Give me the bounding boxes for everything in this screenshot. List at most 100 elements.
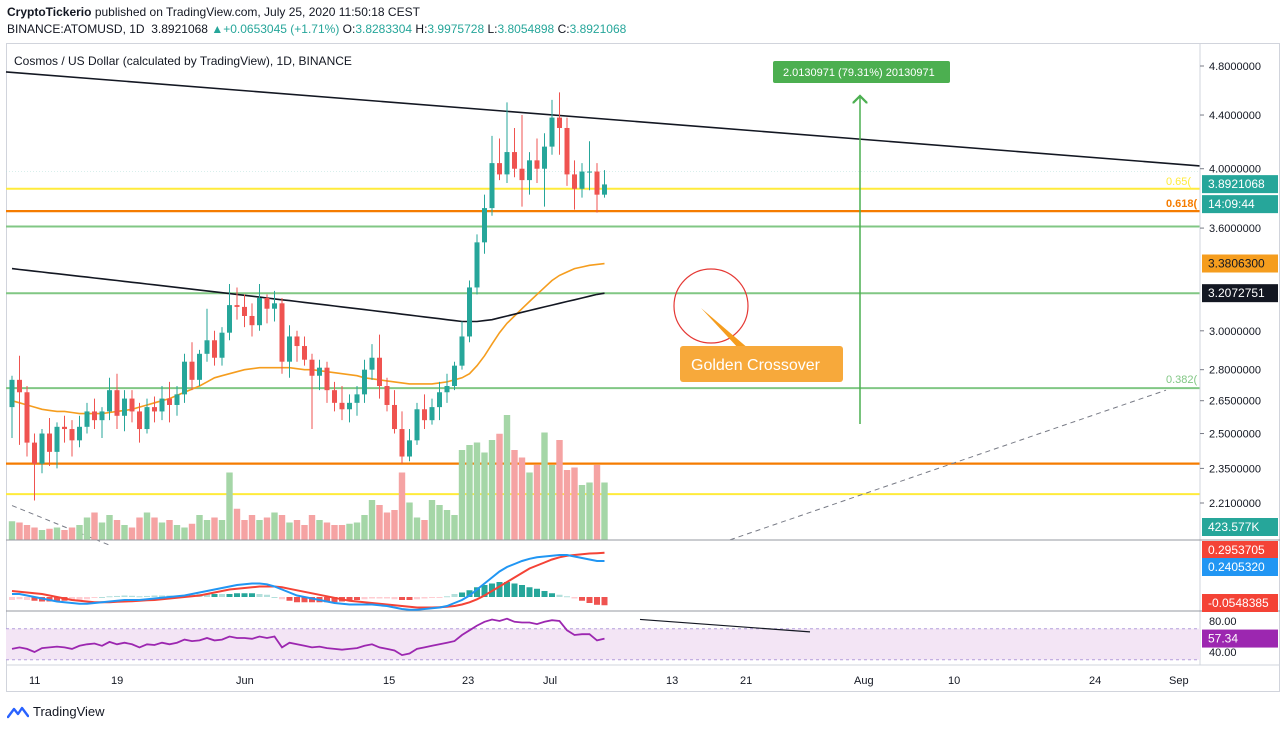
macd-value-tag: 0.2953705	[1202, 541, 1278, 559]
candle	[527, 152, 532, 195]
candle-body	[257, 297, 262, 326]
candle-body	[309, 359, 315, 376]
candle	[272, 290, 277, 322]
candle	[197, 349, 202, 387]
candle-body	[167, 398, 172, 405]
volume-bar	[473, 442, 481, 540]
candle	[519, 115, 525, 207]
crossover-circle	[673, 268, 749, 344]
volume-bar	[256, 520, 263, 540]
footer[interactable]: TradingView	[7, 704, 105, 719]
macd-histogram-bar	[219, 594, 225, 597]
last-price: 3.8921068	[151, 22, 208, 36]
publisher-name: CryptoTickerio	[7, 5, 92, 19]
candle	[167, 381, 172, 423]
chart-frame[interactable]	[6, 43, 1280, 692]
volume-bar	[428, 500, 436, 540]
candle	[459, 321, 465, 370]
candle	[542, 133, 547, 207]
volume-bar	[503, 415, 511, 540]
volume-bar	[128, 527, 136, 540]
volume-bar	[76, 525, 83, 540]
macd-histogram-bar	[436, 597, 443, 598]
macd-tag-text: 0.2953705	[1208, 543, 1265, 557]
macd-histogram-bar	[271, 597, 278, 598]
macd-histogram-bar	[31, 597, 38, 601]
volume-bar	[488, 440, 496, 540]
macd-histogram-bar	[136, 596, 143, 598]
ma-black-line	[11, 267, 605, 323]
candle	[474, 234, 480, 295]
candle	[324, 361, 330, 403]
candle	[452, 361, 457, 391]
macd-histogram-bar	[451, 594, 458, 597]
macd-histogram-bar	[586, 597, 593, 603]
candle-body	[512, 152, 517, 169]
candle	[84, 402, 90, 434]
candle-body	[69, 429, 75, 441]
candle	[407, 429, 412, 462]
candle-body	[47, 433, 52, 452]
macd-histogram-bar	[129, 595, 135, 597]
macd-histogram-bar	[84, 597, 90, 600]
macd-histogram-bar	[286, 597, 293, 601]
candle-body	[444, 386, 450, 393]
candle	[392, 390, 397, 434]
macd-line	[12, 554, 605, 611]
candle-body	[317, 367, 322, 376]
volume-bar	[511, 450, 518, 540]
volume-bar	[578, 485, 586, 540]
macd-tag-box	[1202, 594, 1278, 612]
candle-body	[497, 163, 502, 175]
candle-body	[489, 163, 495, 209]
macd-histogram-bar	[391, 597, 398, 600]
publish-info: CryptoTickerio published on TradingView.…	[7, 5, 420, 19]
volume-bar	[593, 465, 601, 540]
macd-histogram-bar	[496, 582, 503, 597]
candle-body	[122, 398, 127, 416]
macd-tag-box	[1202, 558, 1278, 576]
candle	[144, 398, 150, 434]
volume-bar	[436, 505, 443, 540]
candle	[489, 135, 495, 216]
candle	[587, 141, 592, 191]
volume-bar	[496, 433, 503, 540]
x-tick-label: 15	[383, 675, 395, 687]
macd-histogram-bar	[121, 595, 128, 597]
candle-body	[24, 392, 30, 443]
volume-bar	[151, 517, 158, 540]
volume-bar	[323, 522, 331, 540]
volume-bar	[368, 500, 376, 540]
candle	[549, 99, 555, 155]
macd-histogram-bar	[406, 597, 413, 600]
volume-bar	[586, 482, 593, 540]
y-tick-label: 2.3500000	[1209, 463, 1261, 475]
macd-value-tag: -0.0548385	[1202, 594, 1278, 612]
volume-bar	[548, 465, 556, 540]
measure-label-text: 2.0130971 (79.31%) 20130971	[783, 67, 935, 79]
close-value: 3.8921068	[569, 22, 627, 36]
macd-histogram-bar	[151, 595, 158, 597]
candle	[594, 163, 600, 213]
candle	[249, 303, 255, 337]
macd-histogram-bar	[354, 597, 360, 600]
callout-pointer	[701, 308, 749, 349]
macd-histogram-bar	[106, 596, 113, 598]
callout-box	[680, 346, 843, 382]
volume-bar	[451, 515, 458, 540]
volume-bar	[383, 512, 391, 540]
countdown-tag-box	[1202, 195, 1278, 214]
volume-bar	[241, 520, 248, 540]
macd-histogram-bar	[579, 597, 585, 601]
candle-body	[234, 305, 240, 307]
volume-bar	[308, 515, 316, 540]
volume-bar	[563, 470, 571, 540]
rsi-tag-box	[1202, 629, 1278, 648]
candle	[189, 342, 195, 391]
candle-body	[249, 315, 255, 326]
volume-bar	[466, 445, 473, 540]
ohlc-header: BINANCE:ATOMUSD, 1D 3.8921068 ▲+0.065304…	[7, 22, 626, 36]
macd-signal-line	[11, 551, 605, 609]
volume-bar	[31, 527, 38, 540]
